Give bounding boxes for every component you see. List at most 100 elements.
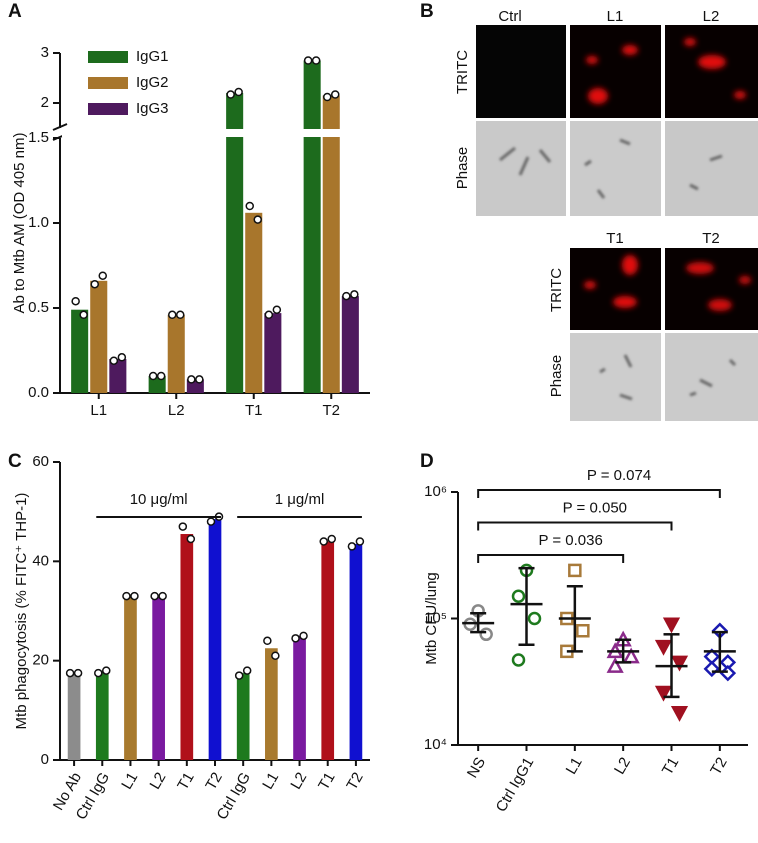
axis-break-gap	[62, 129, 370, 137]
bracket-label: 10 μg/ml	[130, 491, 188, 508]
legend-label: IgG3	[136, 100, 169, 117]
y-tick-label: 10⁵	[424, 609, 447, 626]
row-label: Phase	[454, 147, 471, 190]
replicate-dot	[94, 668, 103, 678]
replicate-dot	[109, 356, 119, 365]
data-point	[719, 664, 737, 682]
replicate-dot	[291, 634, 300, 643]
bar	[321, 541, 335, 760]
bracket-label: 1 μg/ml	[275, 491, 325, 508]
bar	[226, 93, 244, 393]
y-tick-label: 10⁶	[424, 483, 447, 500]
replicate-dot	[303, 56, 313, 65]
replicate-dot	[98, 271, 107, 280]
legend-swatch	[88, 51, 128, 63]
replicate-dot	[323, 92, 332, 102]
p-value: P = 0.074	[587, 467, 651, 484]
replicate-dot	[148, 371, 158, 381]
replicate-dot	[299, 631, 308, 641]
x-tick-label: T1	[659, 754, 682, 778]
replicate-dot	[319, 537, 328, 546]
replicate-dot	[331, 90, 340, 99]
y-tick-label: 1.5	[28, 129, 49, 146]
bar	[71, 309, 89, 393]
column-label: T2	[702, 230, 720, 247]
significance-bracket	[477, 554, 625, 563]
x-tick-label: L2	[168, 402, 185, 419]
data-point	[568, 563, 582, 578]
data-point	[606, 657, 624, 673]
replicate-dot	[195, 375, 204, 384]
replicate-dot	[150, 591, 159, 601]
bar	[341, 296, 359, 393]
replicate-dot	[168, 310, 177, 320]
replicate-dot	[206, 517, 216, 526]
legend-swatch	[88, 77, 128, 89]
bar	[293, 635, 306, 760]
bar	[236, 673, 250, 760]
legend-label: IgG1	[136, 48, 169, 65]
data-point	[576, 624, 590, 638]
y-axis-label: Mtb phagocytosis (% FITC⁺ THP-1)	[13, 493, 30, 730]
replicate-dot	[117, 353, 127, 362]
column-label: L2	[703, 8, 720, 25]
bar	[265, 648, 278, 760]
replicate-dot	[178, 522, 188, 531]
replicate-dot	[311, 56, 321, 65]
y-tick-label: 60	[32, 453, 49, 470]
bar	[109, 359, 127, 393]
x-tick-label: L1	[259, 769, 282, 792]
bar	[148, 376, 166, 393]
row-label: TRITC	[548, 268, 565, 312]
y-tick-label: 0.5	[28, 299, 49, 316]
data-point	[670, 655, 689, 672]
replicate-dot	[90, 279, 99, 289]
column-label: Ctrl	[498, 8, 521, 25]
row-label: TRITC	[454, 50, 471, 94]
panel-letter: A	[8, 1, 22, 22]
y-tick-label: 10⁴	[424, 736, 447, 753]
replicate-dot	[73, 668, 83, 678]
bar	[167, 314, 185, 393]
replicate-dot	[79, 310, 88, 320]
data-point	[511, 589, 526, 603]
replicate-dot	[245, 201, 254, 211]
replicate-dot	[242, 666, 252, 675]
data-point	[479, 627, 493, 642]
replicate-dot	[327, 534, 336, 544]
replicate-dot	[65, 668, 75, 678]
y-axis-label: Ab to Mtb AM (OD 405 nm)	[11, 133, 28, 314]
bar	[90, 280, 108, 393]
legend-label: IgG2	[136, 74, 169, 91]
replicate-dot	[253, 215, 262, 224]
replicate-dot	[176, 310, 185, 320]
y-tick-label: 3	[41, 44, 49, 61]
p-value: P = 0.050	[563, 499, 627, 516]
data-point	[703, 660, 721, 678]
replicate-dot	[234, 87, 243, 97]
panel-letter: D	[420, 451, 434, 472]
y-tick-label: 2	[41, 94, 49, 111]
x-tick-label: L2	[287, 769, 310, 792]
bar	[303, 60, 321, 393]
replicate-dot	[342, 291, 351, 301]
x-tick-label: L1	[563, 754, 586, 777]
bar	[245, 212, 263, 393]
bar	[208, 519, 222, 760]
y-tick-label: 1.0	[28, 214, 49, 231]
micrographs	[476, 25, 758, 421]
row-label: Phase	[548, 355, 565, 398]
replicate-dot	[71, 296, 80, 306]
x-tick-label: L2	[146, 769, 169, 792]
data-point	[670, 705, 689, 722]
data-point	[654, 639, 673, 656]
replicate-dot	[187, 375, 196, 384]
data-point	[527, 611, 542, 626]
bar	[124, 596, 137, 760]
x-tick-label: T1	[315, 769, 338, 793]
axis-break	[52, 123, 68, 131]
p-value: P = 0.036	[538, 532, 602, 549]
x-tick-label: NS	[464, 754, 489, 781]
